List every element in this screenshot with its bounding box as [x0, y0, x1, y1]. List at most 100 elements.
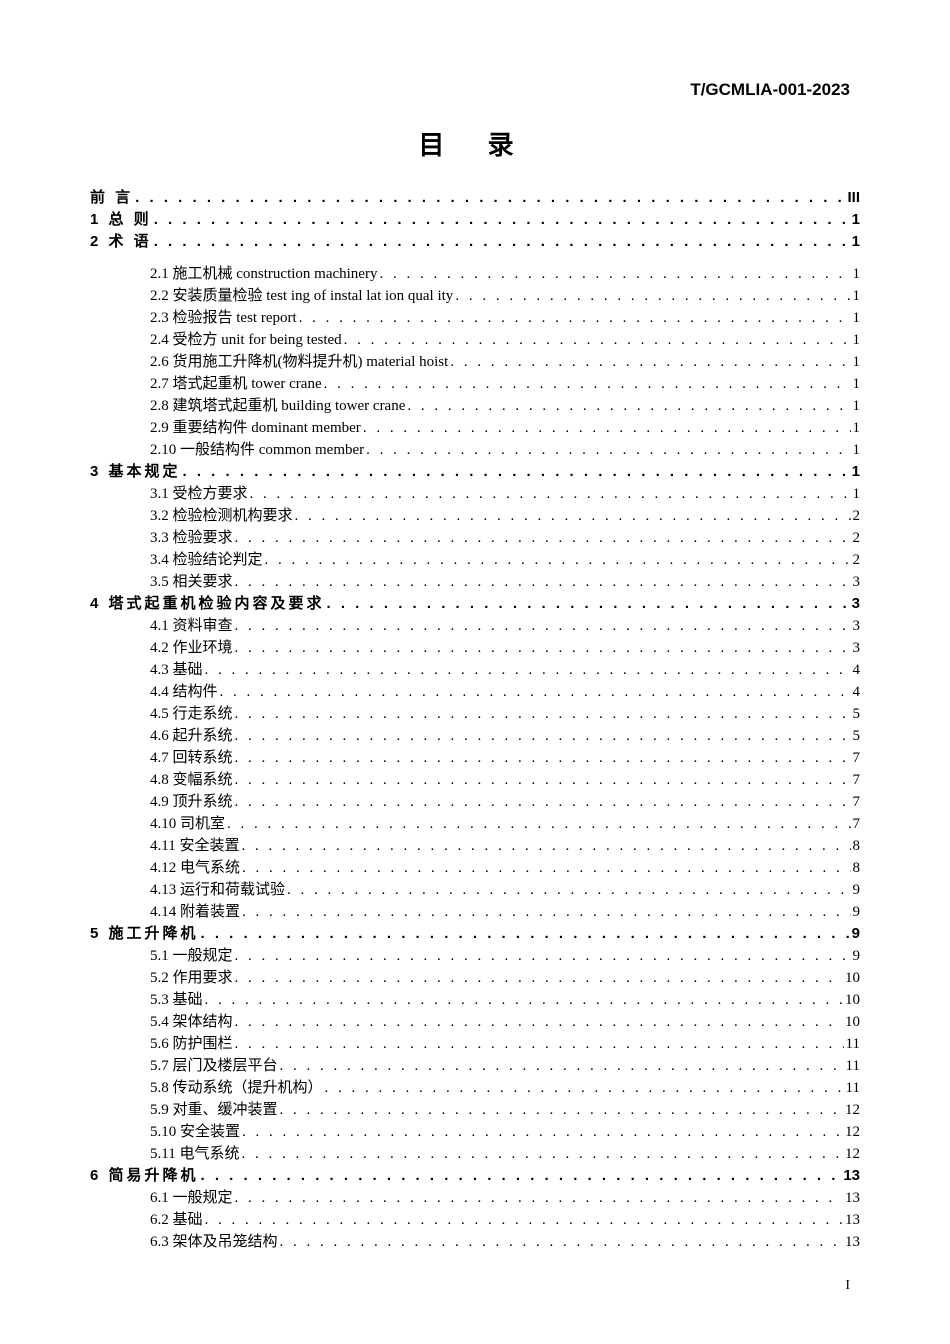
toc-leader-dots: . . . . . . . . . . . . . . . . . . . . … [285, 879, 850, 901]
toc-leader-dots: . . . . . . . . . . . . . . . . . . . . … [278, 1055, 844, 1077]
toc-entry: 5.3 基础. . . . . . . . . . . . . . . . . … [90, 989, 860, 1011]
toc-leader-dots: . . . . . . . . . . . . . . . . . . . . … [297, 307, 851, 329]
toc-entry-page: 5 [851, 725, 861, 747]
toc-title: 目 录 [90, 125, 860, 162]
toc-entry: 2.6 货用施工升降机(物料提升机) material hoist. . . .… [90, 351, 860, 373]
toc-entry-label: 5 施工升降机 [90, 923, 199, 945]
toc-entry: 4.6 起升系统. . . . . . . . . . . . . . . . … [90, 725, 860, 747]
toc-entry-label: 5.8 传动系统（提升机构） [150, 1077, 323, 1099]
toc-entry: 5.4 架体结构. . . . . . . . . . . . . . . . … [90, 1011, 860, 1033]
toc-entry: 5.9 对重、缓冲装置. . . . . . . . . . . . . . .… [90, 1099, 860, 1121]
toc-entry: 4.14 附着装置. . . . . . . . . . . . . . . .… [90, 901, 860, 923]
toc-entry-label: 5.7 层门及楼层平台 [150, 1055, 278, 1077]
toc-entry-label: 2.1 施工机械 construction machinery [150, 263, 377, 285]
toc-entry-page: 1 [851, 373, 861, 395]
toc-entry-page: 1 [851, 307, 861, 329]
toc-leader-dots: . . . . . . . . . . . . . . . . . . . . … [448, 351, 850, 373]
toc-leader-dots: . . . . . . . . . . . . . . . . . . . . … [218, 681, 851, 703]
toc-entry-page: 9 [851, 901, 861, 923]
toc-entry-page: 8 [851, 835, 861, 857]
toc-entry-label: 4.7 回转系统 [150, 747, 233, 769]
toc-entry-label: 2.7 塔式起重机 tower crane [150, 373, 322, 395]
toc-leader-dots: . . . . . . . . . . . . . . . . . . . . … [133, 187, 845, 209]
toc-entry: 前 言. . . . . . . . . . . . . . . . . . .… [90, 187, 860, 209]
toc-entry-page: 13 [843, 1209, 860, 1231]
toc-leader-dots: . . . . . . . . . . . . . . . . . . . . … [233, 1187, 843, 1209]
toc-entry-page: 2 [851, 505, 861, 527]
toc-leader-dots: . . . . . . . . . . . . . . . . . . . . … [203, 659, 851, 681]
toc-leader-dots: . . . . . . . . . . . . . . . . . . . . … [323, 1077, 844, 1099]
toc-entry: 2.8 建筑塔式起重机 building tower crane. . . . … [90, 395, 860, 417]
toc-entry: 2.9 重要结构件 dominant member. . . . . . . .… [90, 417, 860, 439]
toc-entry: 3 基本规定. . . . . . . . . . . . . . . . . … [90, 461, 860, 483]
toc-entry-label: 2.2 安装质量检验 test ing of instal lat ion qu… [150, 285, 453, 307]
toc-entry-label: 2.8 建筑塔式起重机 building tower crane [150, 395, 405, 417]
toc-entry: 4.11 安全装置. . . . . . . . . . . . . . . .… [90, 835, 860, 857]
toc-entry-label: 3.1 受检方要求 [150, 483, 248, 505]
toc-leader-dots: . . . . . . . . . . . . . . . . . . . . … [248, 483, 851, 505]
toc-entry: 4.4 结构件. . . . . . . . . . . . . . . . .… [90, 681, 860, 703]
toc-entry: 5.7 层门及楼层平台. . . . . . . . . . . . . . .… [90, 1055, 860, 1077]
toc-entry-page: 3 [851, 637, 861, 659]
toc-entry-label: 3.5 相关要求 [150, 571, 233, 593]
toc-entry-page: 11 [844, 1055, 860, 1077]
toc-entry-label: 5.9 对重、缓冲装置 [150, 1099, 278, 1121]
toc-entry-label: 4.2 作业环境 [150, 637, 233, 659]
toc-leader-dots: . . . . . . . . . . . . . . . . . . . . … [181, 461, 850, 483]
toc-entry-label: 3.2 检验检测机构要求 [150, 505, 293, 527]
toc-entry: 2 术 语. . . . . . . . . . . . . . . . . .… [90, 231, 860, 253]
toc-entry: 4.5 行走系统. . . . . . . . . . . . . . . . … [90, 703, 860, 725]
toc-entry: 4 塔式起重机检验内容及要求. . . . . . . . . . . . . … [90, 593, 860, 615]
toc-entry-page: 1 [851, 483, 861, 505]
toc-entry-page: 1 [851, 417, 861, 439]
toc-leader-dots: . . . . . . . . . . . . . . . . . . . . … [240, 901, 850, 923]
page-footer-number: I [845, 1278, 850, 1294]
toc-entry: 2.3 检验报告 test report. . . . . . . . . . … [90, 307, 860, 329]
toc-entry-page: 4 [851, 681, 861, 703]
toc-entry-page: 1 [851, 285, 861, 307]
toc-entry-page: 5 [851, 703, 861, 725]
table-of-contents: 前 言. . . . . . . . . . . . . . . . . . .… [90, 187, 860, 1253]
toc-entry-label: 2.6 货用施工升降机(物料提升机) material hoist [150, 351, 448, 373]
toc-leader-dots: . . . . . . . . . . . . . . . . . . . . … [364, 439, 850, 461]
toc-entry-label: 2.4 受检方 unit for being tested [150, 329, 342, 351]
toc-entry: 3.1 受检方要求. . . . . . . . . . . . . . . .… [90, 483, 860, 505]
toc-entry-label: 3.4 检验结论判定 [150, 549, 263, 571]
toc-entry-label: 5.1 一般规定 [150, 945, 233, 967]
toc-entry-page: 11 [844, 1077, 860, 1099]
toc-entry-page: 10 [843, 1011, 860, 1033]
toc-entry: 6.3 架体及吊笼结构. . . . . . . . . . . . . . .… [90, 1231, 860, 1253]
toc-entry-page: 2 [851, 527, 861, 549]
toc-leader-dots: . . . . . . . . . . . . . . . . . . . . … [240, 857, 850, 879]
toc-leader-dots: . . . . . . . . . . . . . . . . . . . . … [322, 373, 851, 395]
toc-leader-dots: . . . . . . . . . . . . . . . . . . . . … [233, 967, 843, 989]
toc-entry-label: 4.6 起升系统 [150, 725, 233, 747]
toc-leader-dots: . . . . . . . . . . . . . . . . . . . . … [199, 923, 850, 945]
toc-entry-label: 4.3 基础 [150, 659, 203, 681]
toc-leader-dots: . . . . . . . . . . . . . . . . . . . . … [233, 725, 851, 747]
toc-entry-label: 5.3 基础 [150, 989, 203, 1011]
toc-entry: 5.10 安全装置. . . . . . . . . . . . . . . .… [90, 1121, 860, 1143]
toc-entry-label: 2.9 重要结构件 dominant member [150, 417, 361, 439]
toc-leader-dots: . . . . . . . . . . . . . . . . . . . . … [152, 209, 850, 231]
toc-entry-label: 3.3 检验要求 [150, 527, 233, 549]
toc-entry-page: 13 [841, 1165, 860, 1187]
toc-entry-page: 12 [843, 1121, 860, 1143]
toc-entry-label: 6 简易升降机 [90, 1165, 199, 1187]
toc-entry-page: 1 [851, 329, 861, 351]
toc-leader-dots: . . . . . . . . . . . . . . . . . . . . … [361, 417, 851, 439]
toc-leader-dots: . . . . . . . . . . . . . . . . . . . . … [240, 1121, 843, 1143]
toc-entry-label: 4.14 附着装置 [150, 901, 240, 923]
toc-leader-dots: . . . . . . . . . . . . . . . . . . . . … [233, 945, 851, 967]
toc-leader-dots: . . . . . . . . . . . . . . . . . . . . … [233, 1011, 843, 1033]
toc-entry: 4.1 资料审查. . . . . . . . . . . . . . . . … [90, 615, 860, 637]
toc-leader-dots: . . . . . . . . . . . . . . . . . . . . … [239, 835, 850, 857]
toc-entry: 2.2 安装质量检验 test ing of instal lat ion qu… [90, 285, 860, 307]
toc-entry-page: 11 [844, 1033, 860, 1055]
toc-entry-page: 1 [851, 263, 861, 285]
toc-entry: 4.3 基础. . . . . . . . . . . . . . . . . … [90, 659, 860, 681]
toc-leader-dots: . . . . . . . . . . . . . . . . . . . . … [152, 231, 850, 253]
toc-entry-label: 5.2 作用要求 [150, 967, 233, 989]
toc-entry-label: 6.3 架体及吊笼结构 [150, 1231, 278, 1253]
toc-entry-page: 1 [850, 209, 860, 231]
